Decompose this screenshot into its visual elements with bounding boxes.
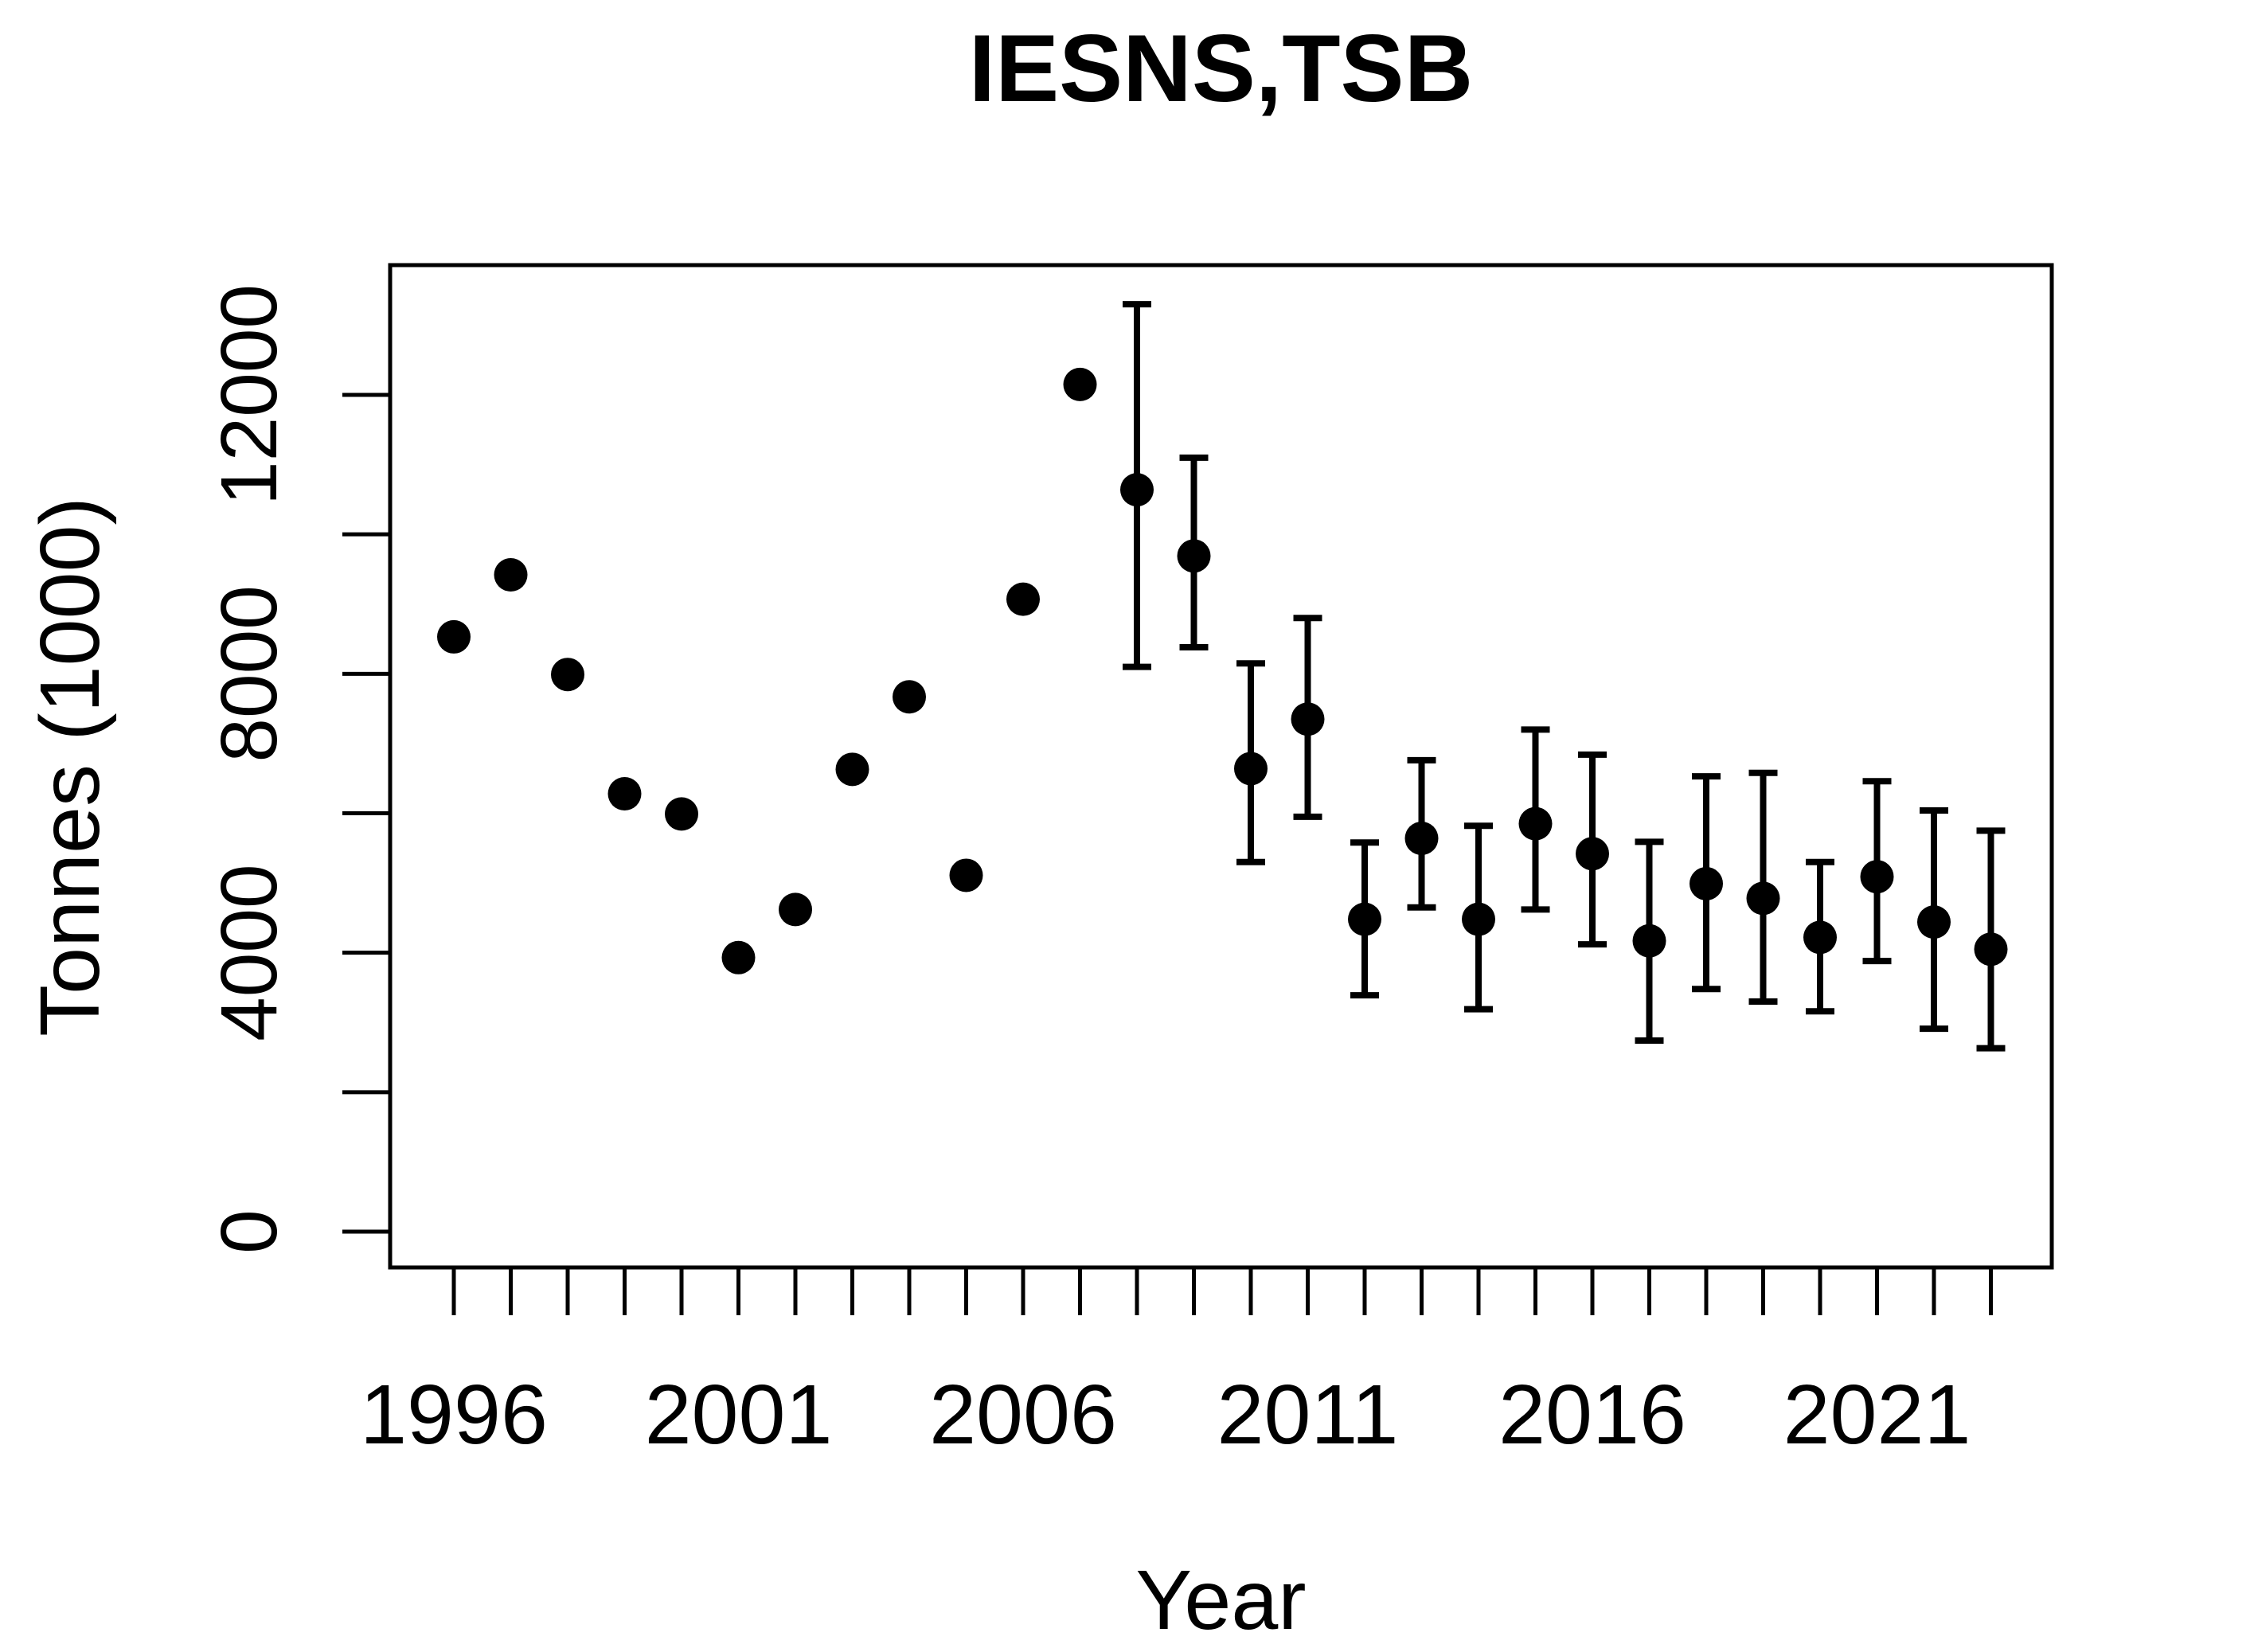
data-point [1177,539,1211,573]
chart-title: IESNS,TSB [968,15,1474,122]
data-point [949,858,983,892]
y-axis-title: Tonnes (1000) [23,497,117,1037]
data-point [1291,702,1325,736]
data-point [779,892,812,927]
y-tick-label: 0 [205,1209,294,1254]
data-point [1063,367,1097,401]
data-point [1690,866,1723,900]
y-tick-label: 4000 [205,864,294,1041]
y-tick-label: 12000 [205,284,294,506]
data-point [551,658,584,692]
data-point [1632,924,1666,958]
data-point [1803,920,1837,955]
data-point [835,752,869,787]
data-point [1576,837,1609,871]
x-tick-label: 2016 [1498,1368,1686,1462]
x-axis-title: Year [1135,1553,1307,1647]
x-tick-label: 2021 [1783,1368,1971,1462]
data-point [494,557,528,592]
data-point [607,776,642,810]
data-point [1746,881,1780,916]
data-point [665,797,698,831]
data-point [1917,905,1951,939]
x-tick-label: 1996 [360,1368,548,1462]
data-point [1234,752,1268,786]
data-point [1518,806,1553,841]
x-tick-label: 2001 [645,1368,833,1462]
x-tick-label: 2006 [929,1368,1117,1462]
data-point [1860,860,1894,894]
y-tick-label: 8000 [205,585,294,762]
plot-box [388,263,2054,1270]
data-point [1974,932,2008,967]
x-tick-label: 2011 [1217,1368,1399,1462]
data-point [721,940,756,974]
data-point [1404,822,1439,856]
data-point [1120,473,1154,507]
data-point [893,680,926,714]
data-point [437,619,471,654]
data-point [1348,902,1381,936]
data-point [1006,582,1040,616]
data-point [1462,902,1495,936]
